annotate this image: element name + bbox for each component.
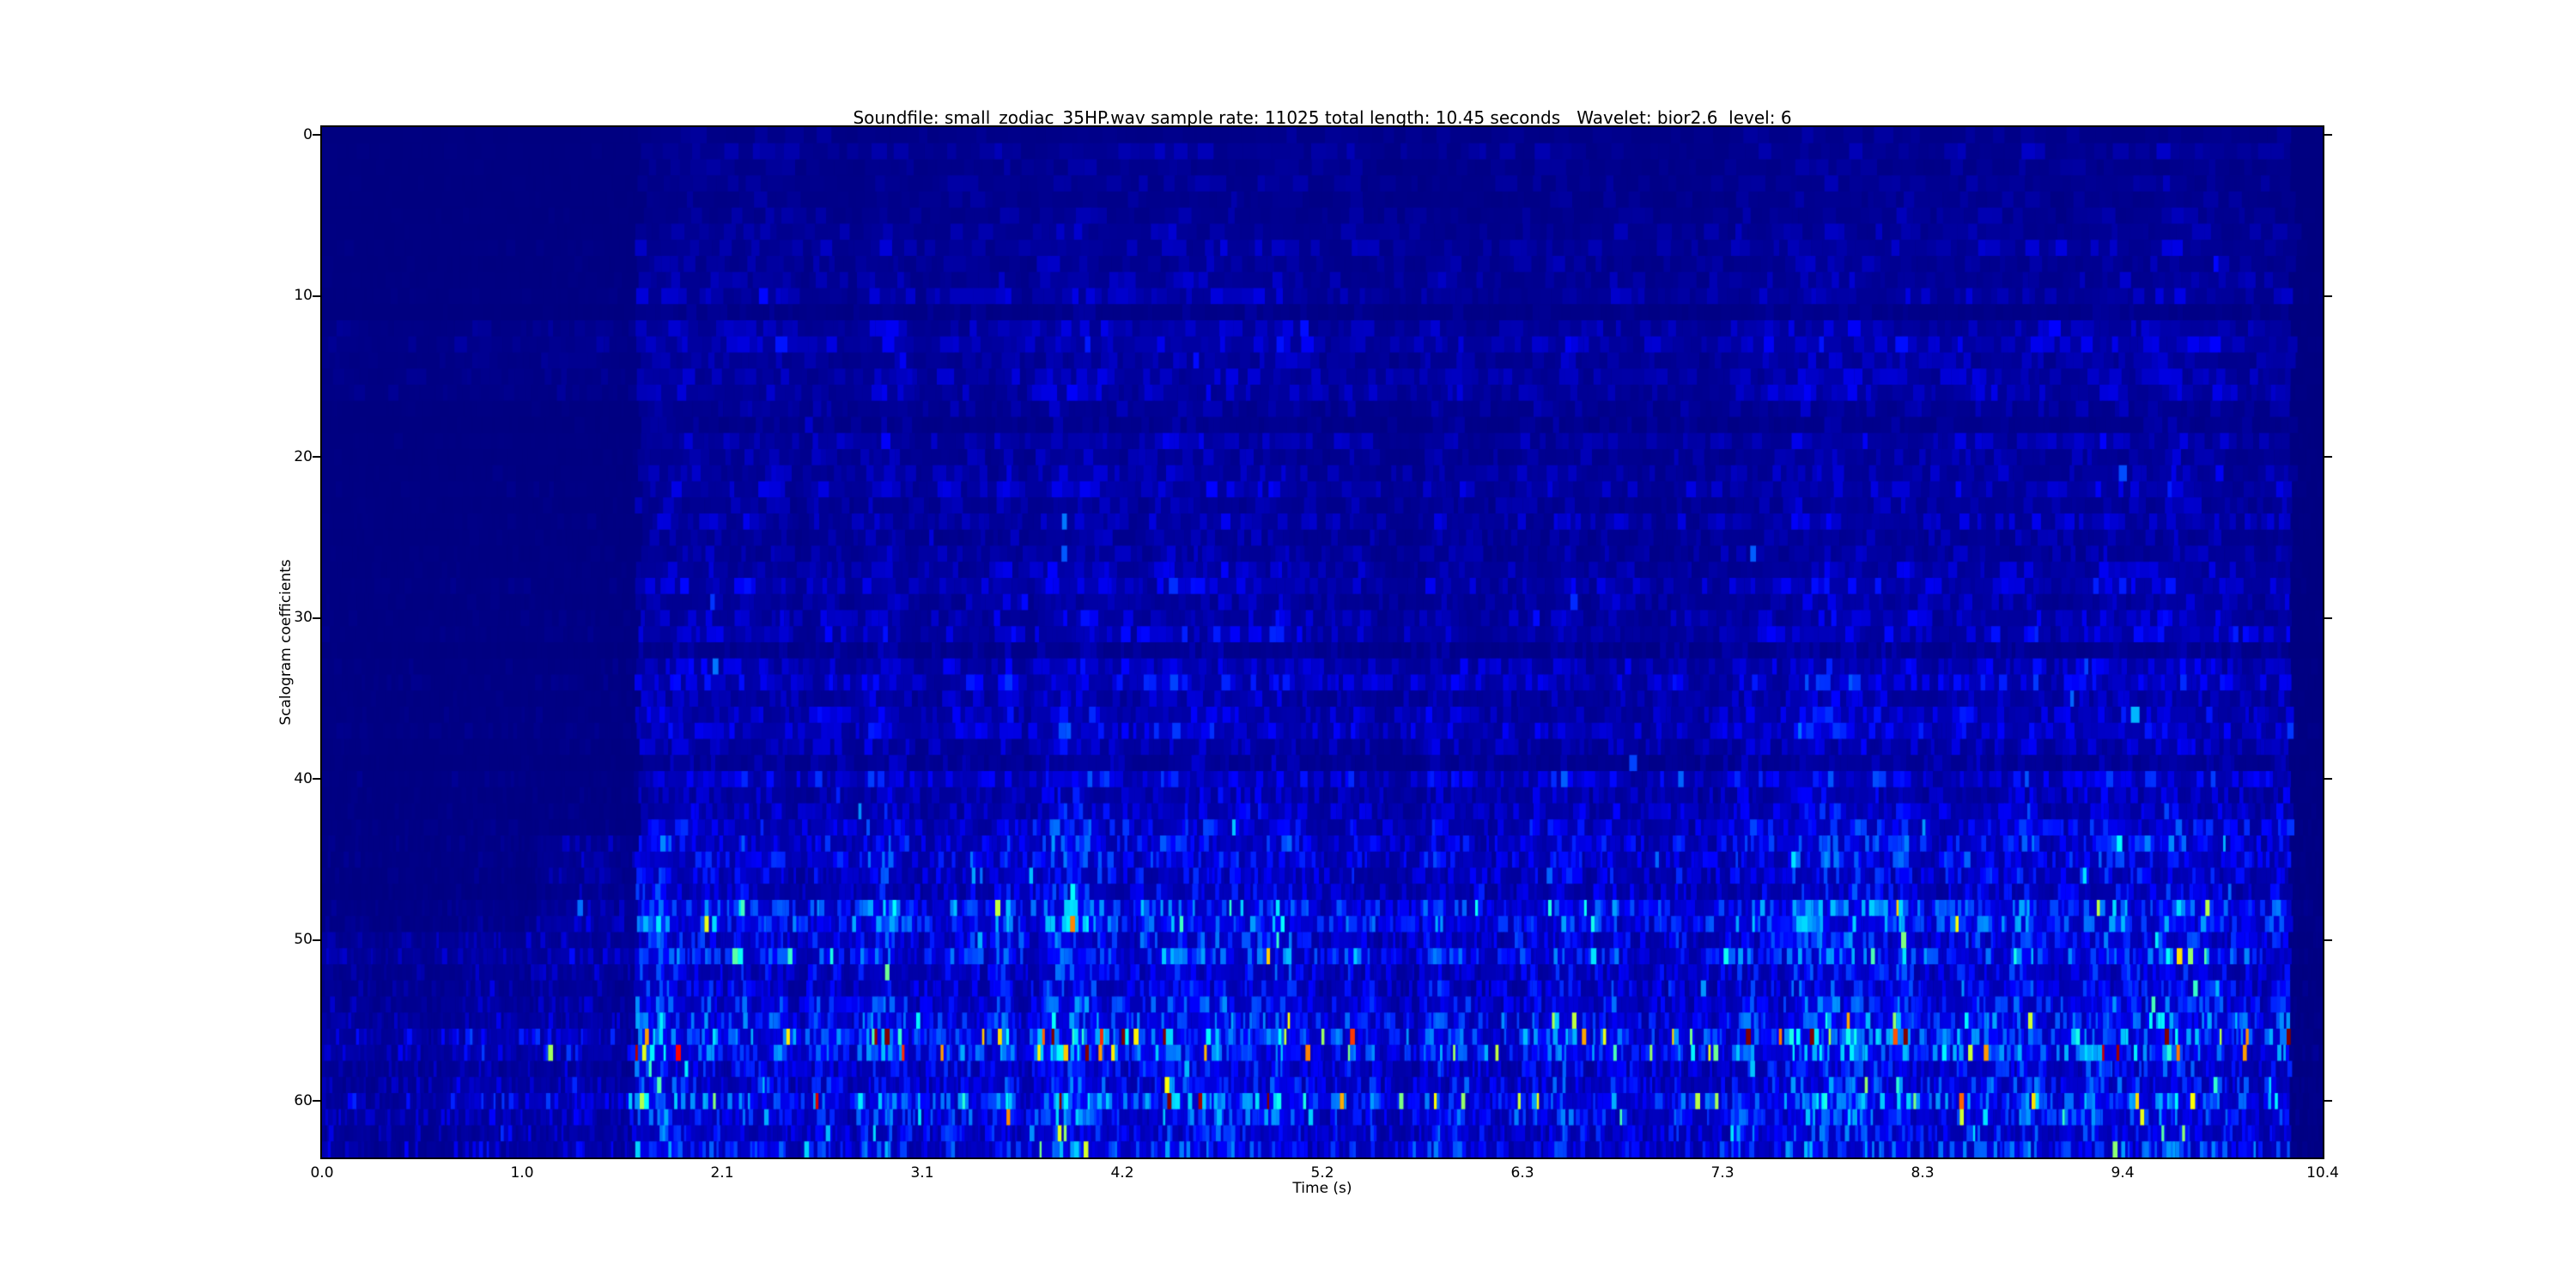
x-tick-label: 10.4	[2306, 1164, 2339, 1182]
x-tick-label: 5.2	[1310, 1164, 1334, 1182]
y-tick-mark	[2324, 939, 2332, 941]
x-tick-label: 4.2	[1110, 1164, 1134, 1182]
y-tick-mark	[313, 134, 320, 137]
y-tick-mark	[2324, 456, 2332, 459]
x-tick-label: 9.4	[2111, 1164, 2135, 1182]
x-tick-label: 6.3	[1510, 1164, 1534, 1182]
x-tick-label: 3.1	[910, 1164, 934, 1182]
y-tick-mark	[313, 778, 320, 781]
y-tick-mark	[313, 456, 320, 459]
y-tick-label: 0	[303, 125, 313, 143]
y-tick-mark	[313, 295, 320, 297]
y-tick-mark	[313, 1100, 320, 1103]
y-tick-mark	[2324, 778, 2332, 781]
y-axis-label: Scalogram coefficients	[277, 559, 295, 726]
x-tick-label: 1.0	[510, 1164, 534, 1182]
y-tick-label: 60	[294, 1091, 313, 1109]
y-tick-mark	[2324, 134, 2332, 137]
y-tick-mark	[313, 617, 320, 619]
scalogram-heatmap-canvas	[322, 127, 2323, 1157]
y-tick-label: 30	[294, 609, 313, 627]
y-tick-label: 10	[294, 287, 313, 305]
plot-area	[320, 125, 2324, 1159]
x-tick-label: 7.3	[1710, 1164, 1735, 1182]
y-tick-mark	[2324, 1100, 2332, 1103]
x-axis-label: Time (s)	[1292, 1180, 1352, 1197]
x-tick-label: 8.3	[1911, 1164, 1935, 1182]
y-tick-label: 40	[294, 769, 313, 787]
x-tick-label: 2.1	[710, 1164, 734, 1182]
y-tick-mark	[313, 939, 320, 941]
x-tick-label: 0.0	[310, 1164, 334, 1182]
chart-title: Soundfile: small_zodiac_35HP.wav sample …	[853, 107, 1792, 128]
y-tick-label: 50	[294, 931, 313, 949]
y-tick-mark	[2324, 295, 2332, 297]
y-tick-mark	[2324, 617, 2332, 619]
y-tick-label: 20	[294, 447, 313, 465]
